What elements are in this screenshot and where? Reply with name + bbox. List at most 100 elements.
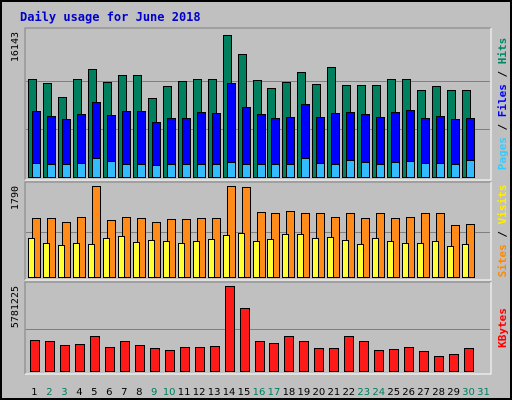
day-label-27: 27 (417, 387, 430, 398)
bar-visits-day-14 (227, 186, 236, 278)
bar-kbytes-day-26 (404, 347, 414, 372)
bar-pages-day-20 (316, 163, 325, 178)
bar-pages-day-24 (376, 164, 385, 178)
day-label-21: 21 (327, 387, 340, 398)
bar-kbytes-day-14 (225, 286, 235, 372)
bar-pages-day-12 (197, 164, 206, 178)
bar-sites-day-3 (58, 245, 65, 278)
day-label-19: 19 (298, 387, 311, 398)
bar-kbytes-day-8 (135, 345, 145, 372)
series-files (32, 83, 475, 178)
bar-kbytes-day-25 (389, 349, 399, 372)
bar-pages-day-6 (107, 161, 116, 178)
bar-sites-day-14 (223, 235, 230, 278)
bar-visits-day-15 (242, 187, 251, 278)
day-label-29: 29 (447, 387, 460, 398)
bar-sites-day-15 (238, 233, 245, 278)
legend-entry-sites: Sites (496, 244, 509, 277)
day-label-16: 16 (253, 387, 266, 398)
axis-max-label-visits-sites: 1790 (10, 186, 21, 210)
legend-separator: / (496, 64, 509, 84)
bar-kbytes-day-2 (45, 341, 55, 372)
bar-kbytes-day-30 (464, 348, 474, 372)
bar-pages-day-2 (47, 164, 56, 178)
series-pages (32, 158, 475, 178)
panel-border-light (25, 282, 492, 375)
day-labels: 1 2 3 4 5 6 7 8 9 10 11 12 13 14 15 16 17 18 19 20 21 22 23 24 2… (31, 387, 490, 398)
day-label-3: 3 (61, 387, 67, 398)
bar-sites-day-16 (253, 241, 260, 278)
bar-sites-day-1 (28, 238, 35, 278)
bar-pages-day-14 (227, 162, 236, 178)
day-label-24: 24 (372, 387, 385, 398)
panel-kbytes: 5781225 KBytes (10, 281, 509, 375)
bar-sites-day-17 (267, 239, 274, 278)
panel-border-dark (24, 27, 491, 180)
bar-sites-day-25 (387, 241, 394, 278)
bar-kbytes-day-11 (180, 347, 190, 372)
bar-kbytes-day-19 (299, 341, 309, 372)
bar-sites-day-24 (372, 238, 379, 278)
day-label-20: 20 (313, 387, 326, 398)
bar-sites-day-10 (163, 241, 170, 278)
bar-sites-day-27 (417, 243, 424, 278)
bar-pages-day-27 (421, 163, 430, 178)
bar-pages-day-30 (466, 160, 475, 178)
bar-sites-day-4 (73, 243, 80, 278)
bar-sites-day-28 (432, 241, 439, 278)
bar-pages-day-4 (77, 163, 86, 178)
bar-kbytes-day-16 (255, 341, 265, 372)
bar-kbytes-day-29 (449, 354, 459, 372)
bar-kbytes-day-13 (210, 346, 220, 372)
bar-pages-day-17 (271, 164, 280, 178)
panel-border-dark (24, 281, 491, 374)
legend-visits-sites: Sites / Visits (496, 185, 509, 278)
bar-pages-day-7 (122, 164, 131, 178)
bar-sites-day-29 (447, 246, 454, 278)
bar-kbytes-day-5 (90, 336, 100, 372)
bar-kbytes-day-4 (75, 344, 85, 372)
day-label-8: 8 (136, 387, 142, 398)
day-label-30: 30 (462, 387, 475, 398)
day-label-5: 5 (91, 387, 97, 398)
bar-pages-day-22 (346, 160, 355, 178)
bar-kbytes-day-10 (165, 350, 175, 372)
day-label-9: 9 (151, 387, 157, 398)
bar-pages-day-23 (361, 162, 370, 178)
bar-sites-day-5 (88, 244, 95, 278)
bar-pages-day-13 (212, 164, 221, 178)
day-label-10: 10 (163, 387, 176, 398)
bar-pages-day-29 (451, 164, 460, 178)
bar-sites-day-22 (342, 240, 349, 278)
bar-pages-day-16 (257, 164, 266, 178)
bar-pages-day-5 (92, 158, 101, 178)
bar-pages-day-28 (436, 163, 445, 178)
day-label-14: 14 (223, 387, 236, 398)
bar-pages-day-1 (32, 163, 41, 178)
legend-entry-kbytes: KBytes (496, 308, 509, 348)
bar-sites-day-19 (297, 234, 304, 278)
bar-kbytes-day-24 (374, 350, 384, 372)
bar-sites-day-7 (118, 236, 125, 278)
legend-entry-hits: Hits (496, 38, 509, 65)
bar-pages-day-8 (137, 164, 146, 178)
bar-pages-day-19 (301, 158, 310, 178)
day-label-23: 23 (357, 387, 370, 398)
panel-border-light (25, 28, 492, 181)
chart-panels: 16143 Pages / Files / Hits 1790 Sites / Vis… (10, 27, 509, 375)
bar-sites-day-11 (178, 243, 185, 278)
bar-kbytes-day-23 (359, 341, 369, 372)
day-label-7: 7 (121, 387, 127, 398)
bar-kbytes-day-9 (150, 348, 160, 372)
bar-sites-day-12 (193, 241, 200, 278)
bar-sites-day-20 (312, 238, 319, 278)
bar-sites-day-18 (282, 234, 289, 278)
bar-kbytes-day-6 (105, 347, 115, 372)
bar-pages-day-9 (152, 165, 161, 178)
day-label-13: 13 (208, 387, 221, 398)
bar-sites-day-8 (133, 242, 140, 278)
bar-kbytes-day-7 (120, 341, 130, 372)
panel-border-dark (24, 181, 491, 280)
legend-hits-files-pages: Pages / Files / Hits (496, 38, 509, 171)
day-label-1: 1 (31, 387, 37, 398)
